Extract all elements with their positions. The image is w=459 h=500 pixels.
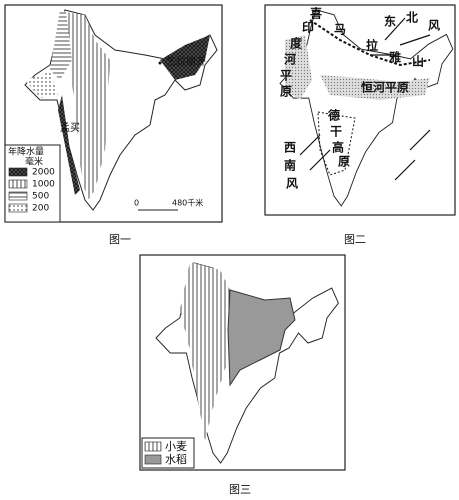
rain-zone-500 xyxy=(50,10,72,80)
legend-title: 年降水量 xyxy=(8,146,44,158)
map-label: 原 xyxy=(338,155,350,169)
scale-start: 0 xyxy=(134,199,139,208)
rain-zone-1000 xyxy=(65,12,110,200)
map-label: 恒河平原 xyxy=(361,80,409,95)
map-label: 拉 xyxy=(366,38,378,53)
place-label: 乞拉朋齐 xyxy=(166,55,206,68)
map-label: 风 xyxy=(428,19,440,33)
legend-swatch xyxy=(8,179,28,189)
caption: 图三 xyxy=(229,483,251,496)
rain-zone-2000 xyxy=(58,95,80,195)
legend-label: 水稻 xyxy=(165,453,187,466)
legend-unit: 毫米 xyxy=(25,156,43,168)
map-label: 喜 xyxy=(310,6,322,21)
legend: 2000 1000 500 200 xyxy=(8,167,55,214)
wheat-area xyxy=(180,262,235,440)
caption: 图二 xyxy=(344,233,366,246)
map-label: 风 xyxy=(286,177,298,191)
wind-arrow xyxy=(299,129,431,181)
map-label: 德 xyxy=(328,108,340,123)
legend-label: 500 xyxy=(32,192,49,202)
wind-arrow xyxy=(370,17,431,56)
legend-label: 2000 xyxy=(32,168,55,178)
mountain-range xyxy=(309,19,431,67)
map-label: 高 xyxy=(332,140,344,155)
ganges-plain-area xyxy=(320,75,430,100)
figure-1: 乞拉朋齐 孟买 年降水量 毫米 2000 1000 500 200 0 480千米 图… xyxy=(4,4,223,246)
legend-swatch xyxy=(144,454,162,465)
map-label: 雅 xyxy=(388,50,401,65)
map-label: 干 xyxy=(330,125,342,139)
place-label: 孟买 xyxy=(60,122,80,134)
rain-zone-2000 xyxy=(160,35,210,80)
map-label: 东 xyxy=(384,14,396,29)
caption: 图一 xyxy=(109,233,131,246)
legend-label: 200 xyxy=(32,204,49,214)
map-label: 山 xyxy=(412,54,424,69)
map-label: 原 xyxy=(280,85,292,99)
map-label: 印 xyxy=(302,21,314,35)
legend-swatch xyxy=(8,167,28,177)
map-label: 河 xyxy=(283,52,296,67)
indus-plain-area xyxy=(285,35,312,100)
legend-label: 小麦 xyxy=(165,440,187,453)
city-marker xyxy=(158,61,162,65)
scale-end: 480千米 xyxy=(172,198,203,208)
legend-swatch xyxy=(144,441,162,452)
map-label: 平 xyxy=(280,69,292,83)
map-label: 西 xyxy=(284,141,296,155)
legend-label: 1000 xyxy=(32,180,55,190)
legend-swatch xyxy=(8,203,28,213)
map-label: 度 xyxy=(290,36,303,51)
rain-zone-200 xyxy=(25,72,58,98)
map-label: 马 xyxy=(334,23,346,37)
legend-swatch xyxy=(8,191,28,201)
plateau-edge xyxy=(317,111,356,176)
map-label: 北 xyxy=(406,10,418,25)
rice-area xyxy=(227,289,296,387)
map-label: 南 xyxy=(284,158,296,173)
